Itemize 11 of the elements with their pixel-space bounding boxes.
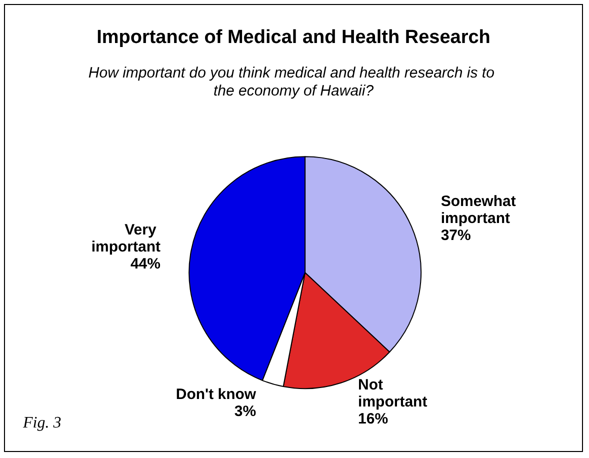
data-label: 3% — [234, 403, 256, 420]
slice-label: Not important — [358, 376, 428, 410]
data-label: 37% — [440, 227, 471, 244]
data-label: 44% — [130, 256, 160, 273]
slice-label: Very important — [91, 222, 160, 256]
caption: Fig. 3 — [22, 414, 62, 432]
chart-subtitle: How important do you think medical and health research is to the economy of Hawaii? — [88, 64, 499, 100]
chart-title: Importance of Medical and Health Research — [96, 27, 490, 48]
slice-label: Somewhat important — [440, 193, 520, 228]
data-label: 16% — [358, 410, 388, 428]
slice-label: Don't know — [176, 386, 256, 404]
